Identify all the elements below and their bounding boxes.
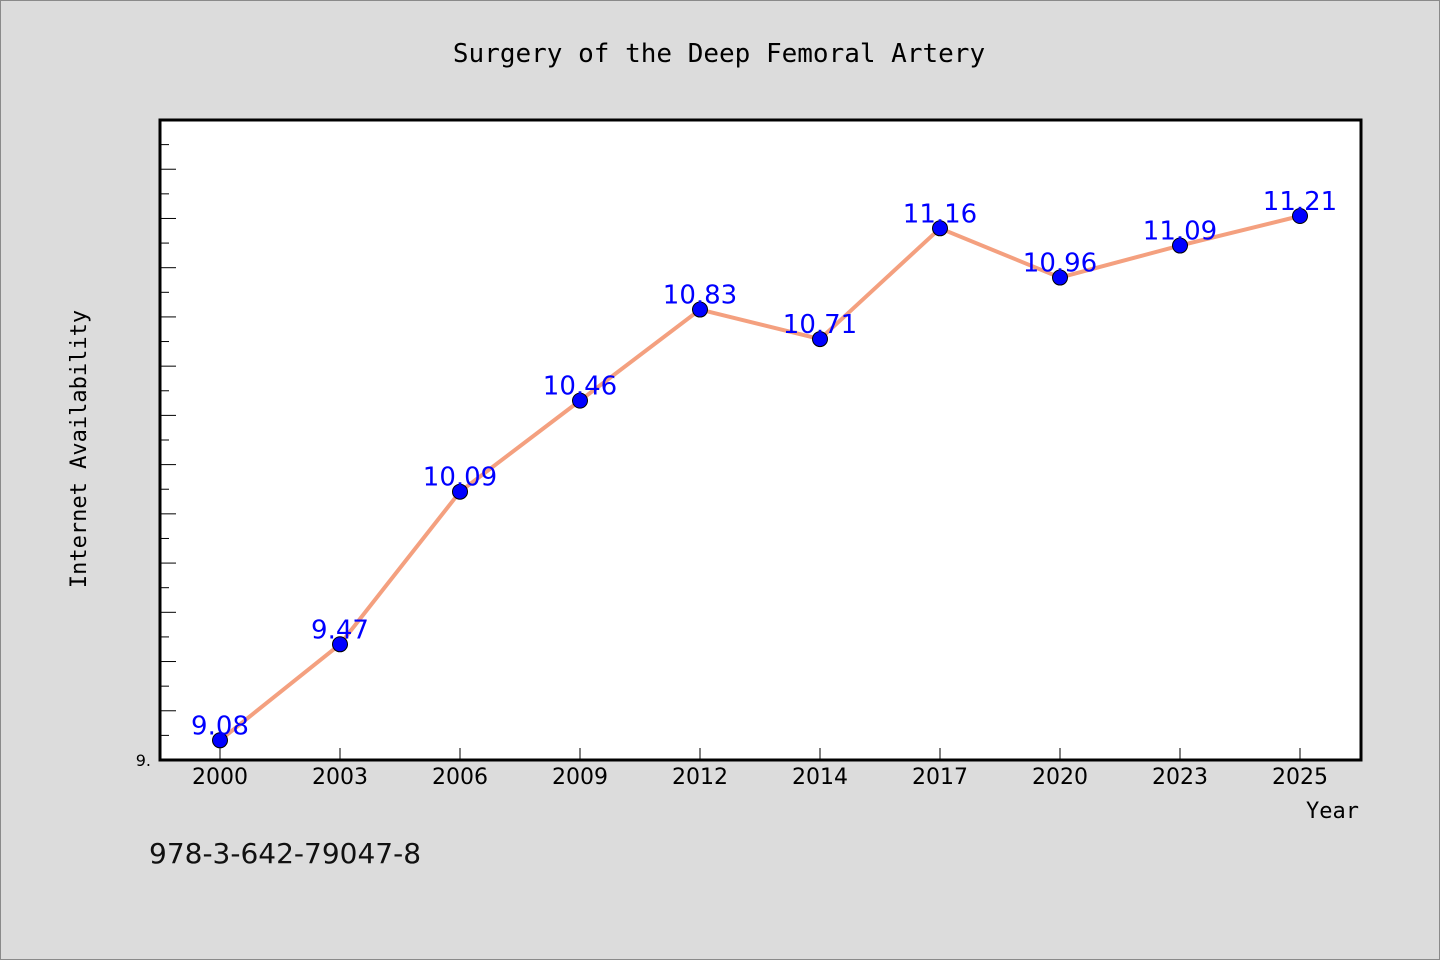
x-tick-label: 2009 bbox=[552, 765, 608, 790]
data-point-label: 11.21 bbox=[1263, 187, 1337, 217]
x-tick-label: 2025 bbox=[1272, 765, 1328, 790]
x-tick-label: 2012 bbox=[672, 765, 728, 790]
data-point-label: 10.09 bbox=[423, 463, 497, 493]
data-point-label: 10.71 bbox=[783, 310, 857, 340]
data-point-label: 9.08 bbox=[191, 711, 249, 741]
data-point-marker bbox=[572, 392, 588, 409]
data-point-label: 10.96 bbox=[1023, 249, 1097, 279]
y-axis-label: Internet Availability bbox=[67, 310, 92, 588]
data-point-marker bbox=[212, 732, 228, 749]
data-point-label: 11.16 bbox=[903, 199, 977, 229]
series-layer: 9.08 9.47 10.09 10.46 10.83 10.71 11.16 10.96 11… bbox=[191, 187, 1337, 749]
data-point-marker bbox=[452, 483, 468, 500]
data-point-label: 10.83 bbox=[663, 281, 737, 311]
x-tick-label: 2014 bbox=[792, 765, 848, 790]
x-tick-label: 2023 bbox=[1152, 765, 1208, 790]
y-axis-ticks bbox=[160, 144, 176, 761]
x-axis-label: Year bbox=[1306, 799, 1359, 824]
data-point-label: 11.09 bbox=[1143, 217, 1217, 247]
data-point-marker bbox=[1172, 237, 1188, 254]
data-point-marker bbox=[932, 220, 948, 237]
x-tick-label: 2006 bbox=[432, 765, 488, 790]
x-axis-ticks: 2000 2003 2006 2009 2012 2014 2017 2020 2023 2025 bbox=[192, 748, 1328, 790]
data-point-label: 9.47 bbox=[311, 615, 369, 645]
data-point-marker bbox=[1052, 269, 1068, 286]
data-point-marker bbox=[332, 636, 348, 653]
data-point-marker bbox=[1292, 208, 1308, 224]
y-tick-label: 9. bbox=[136, 751, 151, 770]
plot-area bbox=[158, 118, 1363, 762]
chart-title: Surgery of the Deep Femoral Artery bbox=[453, 39, 985, 69]
data-point-label: 10.46 bbox=[543, 372, 617, 402]
x-tick-label: 2020 bbox=[1032, 765, 1088, 790]
x-tick-label: 2003 bbox=[312, 765, 368, 790]
footnote: 978-3-642-79047-8 bbox=[149, 837, 421, 870]
x-tick-label: 2000 bbox=[192, 765, 248, 790]
data-point-marker bbox=[812, 331, 828, 348]
x-tick-label: 2017 bbox=[912, 765, 968, 790]
series-line bbox=[218, 214, 1301, 742]
data-point-marker bbox=[692, 301, 708, 318]
